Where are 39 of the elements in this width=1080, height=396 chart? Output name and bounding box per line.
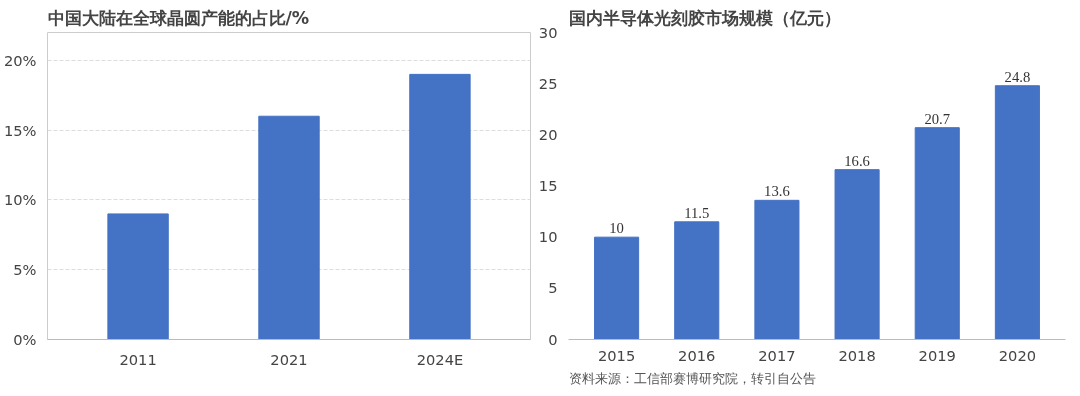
chart-title: 中国大陆在全球晶圆产能的占比/%	[47, 7, 310, 28]
data-label: 24.8	[1004, 68, 1031, 85]
chart-title: 国内半导体光刻胶市场规模（亿元）	[568, 7, 841, 28]
bar	[258, 115, 320, 340]
bar	[107, 213, 169, 340]
data-label: 20.7	[924, 110, 951, 127]
y-tick-label: 20	[538, 125, 558, 143]
bar	[914, 127, 960, 340]
bar	[674, 221, 720, 340]
x-tick-label: 2019	[918, 346, 956, 364]
x-tick-label: 2021	[270, 350, 308, 368]
x-tick-label: 2016	[678, 346, 716, 364]
x-tick-label: 2024E	[416, 350, 464, 368]
bar	[594, 236, 640, 340]
x-tick-label: 2011	[119, 350, 157, 368]
y-tick-label: 10%	[3, 191, 37, 209]
y-tick-label: 15	[538, 177, 558, 194]
y-tick-label: 15%	[3, 121, 37, 139]
data-label: 11.5	[684, 204, 710, 221]
data-label: 10	[609, 220, 624, 237]
y-tick-label: 5%	[13, 261, 37, 279]
x-tick-label: 2017	[758, 346, 796, 364]
bar	[409, 73, 471, 340]
text: 资料来源：工信部赛博研究院，转引自公告	[568, 370, 816, 386]
y-tick-label: 30	[538, 23, 558, 41]
x-tick-label: 2020	[998, 346, 1037, 364]
bar	[834, 169, 880, 340]
y-tick-label: 0	[548, 330, 558, 348]
x-tick-label: 2015	[597, 346, 636, 364]
bar	[754, 199, 800, 340]
x-tick-label: 2018	[838, 346, 876, 364]
y-tick-label: 20%	[3, 51, 37, 69]
y-tick-label: 10	[538, 228, 558, 246]
bar	[994, 85, 1040, 340]
y-tick-label: 25	[538, 74, 558, 92]
y-tick-label: 0%	[13, 331, 37, 348]
data-label: 16.6	[844, 152, 870, 169]
y-tick-label: 5	[548, 279, 558, 297]
data-label: 13.6	[764, 183, 790, 200]
